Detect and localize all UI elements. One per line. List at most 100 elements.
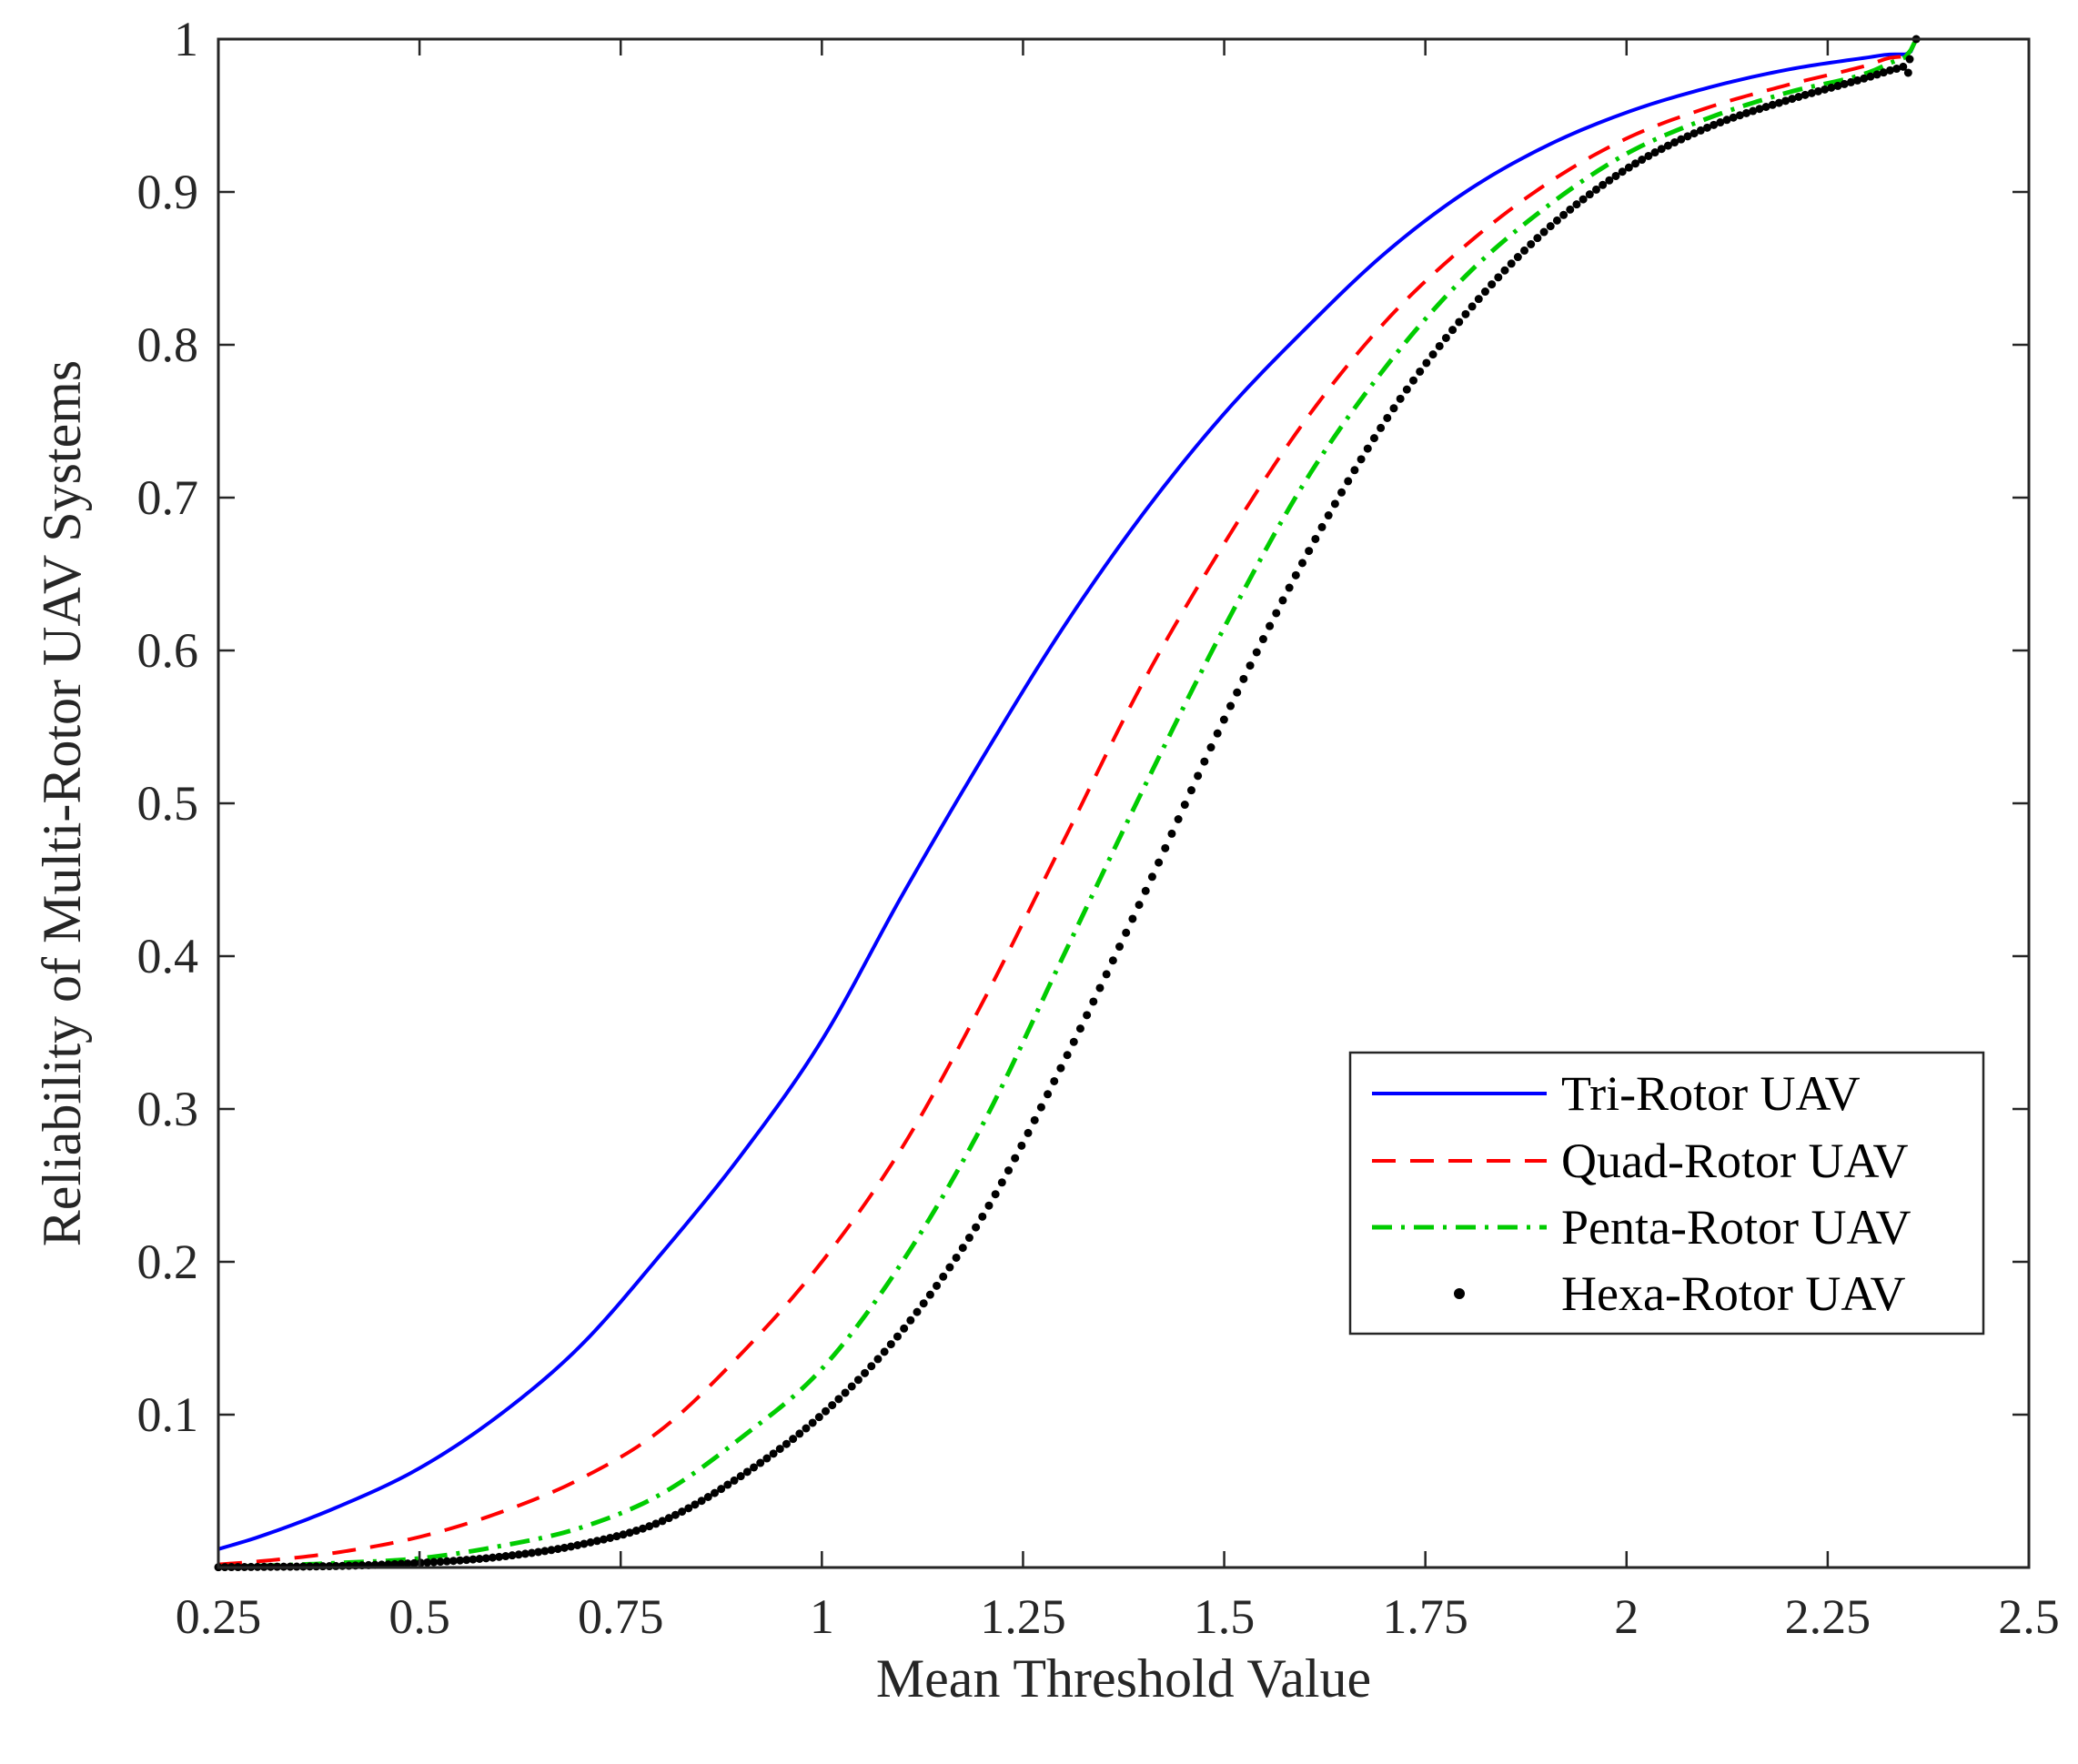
- data-point: [1050, 1076, 1059, 1085]
- data-point: [1650, 148, 1659, 157]
- data-point: [514, 1550, 523, 1559]
- data-point: [913, 1307, 922, 1316]
- data-point: [495, 1552, 504, 1561]
- data-point: [1324, 511, 1333, 520]
- data-point: [841, 1388, 850, 1397]
- data-point: [409, 1558, 419, 1567]
- data-point: [1755, 105, 1764, 114]
- data-point: [1599, 180, 1608, 189]
- data-point: [560, 1543, 569, 1552]
- x-tick-label: 0.25: [176, 1589, 262, 1644]
- data-point: [1579, 195, 1588, 204]
- data-point: [1794, 92, 1803, 101]
- data-point: [436, 1557, 445, 1567]
- data-point: [1337, 488, 1347, 497]
- data-point: [1657, 145, 1666, 154]
- data-point: [1749, 106, 1758, 116]
- data-point: [1899, 62, 1908, 71]
- x-tick-label: 2.25: [1785, 1589, 1871, 1644]
- data-point: [547, 1546, 556, 1555]
- data-point: [1017, 1141, 1026, 1150]
- data-point: [1488, 280, 1497, 289]
- data-point: [534, 1547, 543, 1557]
- data-point: [619, 1530, 628, 1539]
- data-point: [1624, 163, 1633, 172]
- y-tick-label: 0.1: [137, 1387, 199, 1442]
- data-point: [1879, 68, 1888, 77]
- data-point: [1311, 534, 1320, 543]
- x-tick-label: 2: [1614, 1589, 1639, 1644]
- data-point: [1128, 914, 1137, 923]
- data-point: [1638, 156, 1647, 165]
- data-point: [1474, 295, 1483, 304]
- data-point: [1357, 455, 1366, 464]
- data-point: [1807, 88, 1816, 97]
- x-axis-label: Mean Threshold Value: [876, 1648, 1371, 1709]
- y-tick-label: 0.3: [137, 1082, 199, 1136]
- data-point: [1291, 570, 1300, 580]
- data-point: [1161, 843, 1170, 852]
- data-point: [1781, 96, 1791, 106]
- data-point: [1155, 858, 1164, 867]
- data-point: [1083, 1011, 1092, 1020]
- data-point: [1722, 116, 1731, 125]
- data-point: [1063, 1051, 1072, 1060]
- data-point: [1742, 108, 1751, 117]
- data-point: [1239, 674, 1248, 683]
- data-point: [684, 1504, 693, 1513]
- data-point: [1533, 234, 1542, 243]
- data-point: [964, 1234, 973, 1243]
- data-point: [403, 1559, 412, 1568]
- data-point: [671, 1510, 680, 1519]
- data-point: [599, 1535, 608, 1544]
- data-point: [697, 1497, 706, 1506]
- data-point: [1441, 333, 1450, 342]
- data-point: [1455, 318, 1464, 327]
- data-point: [1246, 661, 1255, 670]
- data-point: [606, 1533, 615, 1542]
- data-point: [1788, 95, 1797, 104]
- data-point: [1036, 1103, 1045, 1112]
- data-point: [1840, 79, 1849, 88]
- data-point: [612, 1532, 621, 1541]
- data-point: [1350, 466, 1359, 475]
- ticks-layer: 0.25 0.5 0.75 1 1.25 1.5 1.75 2 2.25 2.5 0.1 0.2 0.3…: [137, 12, 2060, 1644]
- data-point: [1833, 81, 1842, 90]
- data-point: [762, 1454, 772, 1463]
- data-point: [1729, 113, 1738, 122]
- y-tick-label: 1: [174, 12, 198, 66]
- data-point: [880, 1347, 889, 1356]
- data-point: [1468, 302, 1477, 311]
- data-point: [1631, 159, 1640, 168]
- x-tick-label: 1.25: [980, 1589, 1066, 1644]
- data-point: [1774, 98, 1783, 107]
- data-point: [1108, 956, 1117, 965]
- data-point: [814, 1413, 823, 1422]
- x-tick-label: 1.75: [1382, 1589, 1468, 1644]
- y-tick-label: 0.8: [137, 318, 199, 372]
- data-point: [1644, 151, 1653, 160]
- data-point: [1801, 90, 1810, 99]
- data-point: [1115, 942, 1125, 952]
- data-point: [586, 1537, 595, 1547]
- data-point: [1200, 757, 1209, 766]
- data-point: [1069, 1037, 1078, 1046]
- data-point: [1618, 167, 1627, 176]
- data-point: [1513, 253, 1522, 262]
- data-point: [567, 1542, 576, 1551]
- data-point: [1585, 190, 1594, 199]
- series-penta-rotor-uav: [217, 37, 1919, 1569]
- data-point: [1422, 358, 1431, 368]
- data-point: [952, 1253, 961, 1262]
- x-tick-label: 0.75: [578, 1589, 664, 1644]
- data-point: [1369, 434, 1378, 443]
- data-point: [1186, 786, 1195, 795]
- data-point: [867, 1362, 876, 1371]
- data-point: [1396, 394, 1405, 403]
- data-point: [469, 1555, 478, 1564]
- data-point: [1663, 141, 1672, 150]
- data-point: [1226, 701, 1236, 711]
- data-point: [1853, 76, 1862, 85]
- data-point: [703, 1493, 712, 1501]
- data-point: [945, 1263, 954, 1272]
